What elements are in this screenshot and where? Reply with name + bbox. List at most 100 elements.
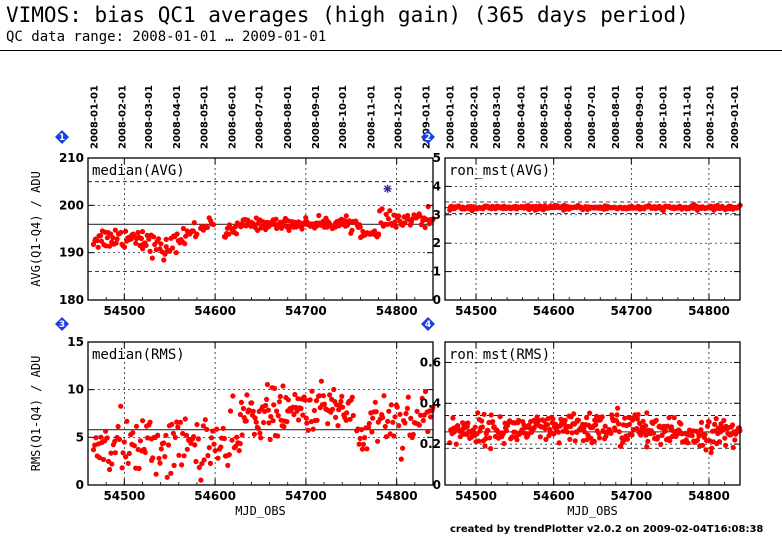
data-point xyxy=(236,448,242,454)
data-point xyxy=(200,423,206,429)
data-point xyxy=(303,215,309,221)
data-point xyxy=(349,394,355,400)
data-point xyxy=(396,423,402,429)
data-point xyxy=(644,410,650,416)
data-point xyxy=(537,434,543,440)
data-point xyxy=(375,231,382,237)
data-point xyxy=(313,398,320,404)
data-point xyxy=(126,450,132,457)
y-tick-label: 0 xyxy=(433,478,441,492)
data-point xyxy=(370,415,376,421)
data-point xyxy=(722,435,728,441)
data-point xyxy=(161,440,167,446)
data-point xyxy=(475,410,481,416)
y-tick-label: 1 xyxy=(433,265,441,279)
data-point xyxy=(350,412,356,419)
data-point xyxy=(171,462,177,468)
data-point xyxy=(303,415,309,421)
data-point xyxy=(135,229,141,236)
data-point xyxy=(275,413,281,419)
data-point xyxy=(642,423,649,429)
data-point xyxy=(125,460,131,466)
data-point xyxy=(204,224,210,230)
title-divider xyxy=(0,50,782,51)
data-point xyxy=(418,222,424,228)
data-point xyxy=(709,445,715,451)
data-point xyxy=(175,424,181,430)
panel-number-marker: 2 xyxy=(421,130,435,144)
data-point xyxy=(535,417,542,423)
plot-frame xyxy=(87,341,434,486)
data-point xyxy=(139,229,146,235)
data-point xyxy=(271,402,277,408)
data-point xyxy=(227,408,234,414)
panel-number: 2 xyxy=(425,133,431,143)
data-point xyxy=(343,417,349,423)
data-point xyxy=(194,231,200,237)
data-point xyxy=(400,445,406,451)
date-label: 2008-09-01 xyxy=(311,85,322,149)
data-point xyxy=(645,438,651,444)
data-point xyxy=(622,415,628,421)
data-point xyxy=(237,441,243,447)
date-label: 2008-05-01 xyxy=(540,85,551,149)
data-point xyxy=(608,430,614,436)
data-point xyxy=(226,452,232,458)
y-tick-label: 200 xyxy=(59,198,84,212)
x-tick-label: 54600 xyxy=(194,489,236,503)
data-point xyxy=(210,221,217,228)
data-point xyxy=(115,423,121,430)
data-point xyxy=(634,416,641,422)
data-point xyxy=(640,418,646,424)
data-point xyxy=(662,428,669,434)
panel-number-marker: 4 xyxy=(421,317,435,331)
y-tick-label: 0.6 xyxy=(420,355,441,369)
data-point xyxy=(556,440,562,446)
data-point xyxy=(100,456,107,463)
data-point xyxy=(394,404,400,410)
data-point xyxy=(174,419,180,425)
data-point xyxy=(296,417,302,423)
data-point xyxy=(233,231,240,237)
data-point xyxy=(194,421,200,428)
data-point xyxy=(268,414,274,420)
data-point xyxy=(402,420,408,426)
data-point xyxy=(391,433,397,439)
date-label: 2008-01-01 xyxy=(89,85,100,149)
data-point xyxy=(286,227,292,233)
data-point xyxy=(207,460,213,466)
data-point xyxy=(249,400,255,406)
data-point xyxy=(258,435,264,441)
data-point xyxy=(666,415,672,421)
data-point xyxy=(571,411,577,417)
data-point xyxy=(147,419,153,425)
data-point xyxy=(331,386,337,393)
data-point xyxy=(182,416,188,422)
data-point xyxy=(112,438,118,444)
data-point xyxy=(113,240,119,246)
data-point xyxy=(225,462,231,468)
data-point xyxy=(405,394,411,400)
x-tick-label: 54700 xyxy=(610,304,652,318)
data-point xyxy=(569,430,575,436)
data-point xyxy=(212,448,218,454)
data-point xyxy=(121,244,128,250)
date-label: 2008-10-01 xyxy=(338,85,349,149)
data-point xyxy=(201,457,207,463)
date-label: 2008-02-01 xyxy=(118,85,129,149)
y-tick-label: 180 xyxy=(59,293,84,307)
date-label: 2008-08-01 xyxy=(611,85,622,149)
plot-frame xyxy=(444,341,741,486)
data-point xyxy=(425,204,431,210)
data-point xyxy=(655,434,661,440)
data-point xyxy=(199,461,205,467)
data-point xyxy=(264,396,270,402)
data-point xyxy=(584,415,590,421)
data-point xyxy=(196,464,202,471)
data-point xyxy=(263,402,269,409)
data-point xyxy=(615,405,621,411)
x-tick-label: 54800 xyxy=(688,304,730,318)
data-point xyxy=(602,423,608,429)
data-point xyxy=(614,412,620,418)
date-label: 2008-01-01 xyxy=(446,85,457,149)
